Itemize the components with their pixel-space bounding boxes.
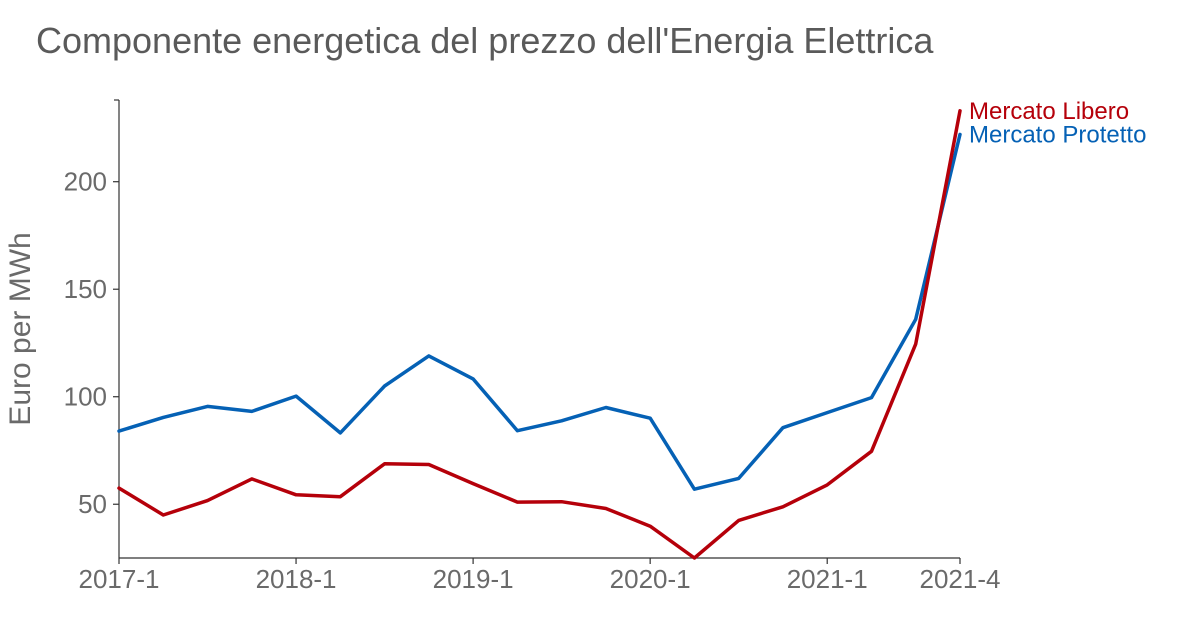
chart-title: Componente energetica del prezzo dell'En… (36, 20, 934, 61)
x-tick-label: 2021-1 (787, 564, 868, 594)
x-tick-label: 2019-1 (433, 564, 514, 594)
y-tick-label: 150 (64, 274, 107, 304)
x-tick-label: 2020-1 (610, 564, 691, 594)
y-axis: 50 100 150 200 (64, 99, 120, 558)
series-label-mercato-libero: Mercato Libero (969, 98, 1129, 125)
x-tick-label: 2017-1 (79, 564, 160, 594)
y-axis-title: Euro per MWh (4, 232, 37, 425)
y-tick-label: 100 (64, 382, 107, 412)
x-tick-label: 2021-4 (920, 564, 1001, 594)
series-label-mercato-protetto: Mercato Protetto (969, 121, 1146, 148)
series-line-mercato-libero (117, 109, 962, 560)
y-tick-label: 200 (64, 167, 107, 197)
x-axis: 2017-1 2018-1 2019-1 2020-1 2021-1 2021-4 (79, 557, 1001, 594)
series-line-mercato-protetto (117, 132, 962, 491)
x-tick-label: 2018-1 (256, 564, 337, 594)
y-tick-label: 50 (78, 489, 107, 519)
